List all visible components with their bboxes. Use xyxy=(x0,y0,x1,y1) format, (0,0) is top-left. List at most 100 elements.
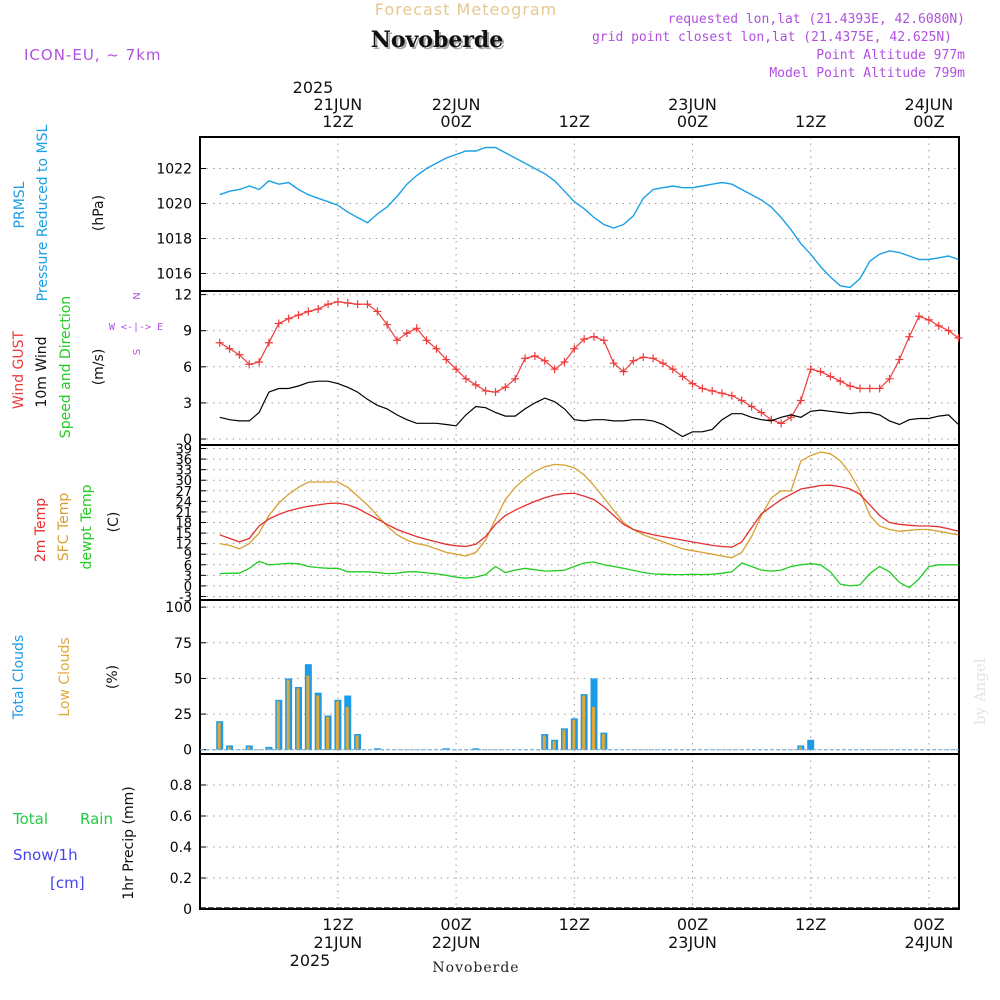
y-tick-label: 27 xyxy=(175,485,192,500)
model-altitude: Model Point Altitude 799m xyxy=(769,66,965,81)
gust-point xyxy=(363,300,372,309)
gust-point xyxy=(865,384,874,393)
y-tick-label: 6 xyxy=(184,559,192,574)
y-tick-label: 0.2 xyxy=(170,871,192,887)
top-date-label: 24JUN xyxy=(905,95,954,114)
series-line-sfc-temp xyxy=(219,451,959,559)
gust-point xyxy=(540,356,549,365)
label-temp-dew: dewpt Temp xyxy=(79,484,95,569)
gust-point xyxy=(521,354,530,363)
panel-1: 1016 1018 1020 1022 xyxy=(156,136,960,292)
panel-5: 0 0.2 0.4 0.6 0.8 xyxy=(170,753,960,918)
gust-point xyxy=(737,396,746,405)
bottom-date-label: 24JUN xyxy=(905,933,954,952)
top-hour-label: 12Z xyxy=(795,112,826,131)
gust-point xyxy=(895,355,904,364)
compass-we: W <-|-> E xyxy=(109,322,163,333)
bottom-date-label: 21JUN xyxy=(314,933,363,952)
gust-point xyxy=(530,351,539,360)
gust-point xyxy=(225,344,234,353)
panel-frame xyxy=(199,136,960,292)
bottom-date-label: 22JUN xyxy=(432,933,481,952)
gust-point xyxy=(649,354,658,363)
top-hour-label: 00Z xyxy=(440,112,471,131)
gust-point xyxy=(836,377,845,386)
y-tick-label: 1016 xyxy=(156,267,192,283)
point-altitude: Point Altitude 977m xyxy=(816,48,965,63)
bar-total-cloud xyxy=(807,739,815,750)
gust-point xyxy=(668,365,677,374)
gust-point xyxy=(757,408,766,417)
gust-point xyxy=(629,356,638,365)
bar-total-cloud xyxy=(442,748,450,750)
gust-point xyxy=(885,374,894,383)
label-precip-unit: 1hr Precip (mm) xyxy=(121,786,137,899)
y-tick-label: 9 xyxy=(183,324,192,340)
gust-point xyxy=(284,314,293,323)
footer-location: Novoberde xyxy=(432,960,519,976)
bar-low-cloud xyxy=(798,746,802,750)
bar-low-cloud xyxy=(552,741,556,750)
gust-point xyxy=(560,357,569,366)
bottom-hour-label: 00Z xyxy=(677,915,708,934)
bar-low-cloud xyxy=(335,701,339,750)
gust-point xyxy=(954,333,963,342)
bar-low-cloud xyxy=(326,716,330,750)
bar-total-cloud xyxy=(265,746,273,750)
plot-panels: 1016101810201022036912-30369121518212427… xyxy=(156,136,963,918)
panel-frame xyxy=(199,753,960,910)
series-line-dewpoint xyxy=(219,560,959,589)
gust-point xyxy=(905,332,914,341)
y-tick-label: -3 xyxy=(179,590,192,605)
top-date-label: 21JUN xyxy=(314,95,363,114)
bar-low-cloud xyxy=(227,746,231,750)
y-tick-label: 1020 xyxy=(156,197,192,213)
top-date-label: 23JUN xyxy=(668,95,717,114)
bar-low-cloud xyxy=(582,695,586,750)
label-wind-dir: Speed and Direction xyxy=(58,296,74,438)
gust-point xyxy=(373,307,382,316)
gust-point xyxy=(235,350,244,359)
label-wind-10m: 10m Wind xyxy=(34,336,50,407)
gust-point xyxy=(796,396,805,405)
gust-point xyxy=(727,391,736,400)
gust-point xyxy=(570,344,579,353)
y-tick-label: 15 xyxy=(175,527,192,542)
gust-point xyxy=(412,324,421,333)
bar-low-cloud xyxy=(355,735,359,750)
label-temp-sfc: SFC Temp xyxy=(56,493,72,562)
bar-low-cloud xyxy=(345,706,349,750)
gust-point xyxy=(353,300,362,309)
bar-total-cloud xyxy=(373,748,381,750)
y-tick-label: 0 xyxy=(183,432,192,448)
y-tick-label: 39 xyxy=(175,443,192,458)
label-precip-cm: [cm] xyxy=(50,874,85,892)
gust-point xyxy=(393,336,401,345)
top-hour-label: 00Z xyxy=(913,112,944,131)
bottom-hour-label: 00Z xyxy=(913,915,944,934)
y-tick-label: 0 xyxy=(183,902,192,918)
top-date-label: 22JUN xyxy=(432,95,481,114)
gust-point xyxy=(924,315,933,324)
gust-point xyxy=(944,326,953,335)
gust-point xyxy=(747,402,756,411)
panel-2: 0 3 6 9 12 xyxy=(174,288,960,448)
gust-point xyxy=(333,297,342,306)
label-wind-gust: Wind GUST xyxy=(11,330,27,409)
label-cloud-unit: (%) xyxy=(105,665,121,689)
gust-point xyxy=(255,357,264,366)
gust-point xyxy=(481,386,490,395)
bar-low-cloud xyxy=(601,734,605,750)
watermark: by Angel xyxy=(971,658,989,725)
model-label: ICON-EU, ~ 7km xyxy=(24,46,162,64)
gust-point xyxy=(658,359,667,368)
year-top: 2025 xyxy=(293,78,334,97)
bottom-hour-label: 12Z xyxy=(795,915,826,934)
gust-point xyxy=(934,321,943,330)
y-tick-label: 0.4 xyxy=(170,840,192,856)
gust-point xyxy=(511,374,520,383)
panel-frame xyxy=(199,599,960,755)
label-low-clouds: Low Clouds xyxy=(57,637,73,716)
